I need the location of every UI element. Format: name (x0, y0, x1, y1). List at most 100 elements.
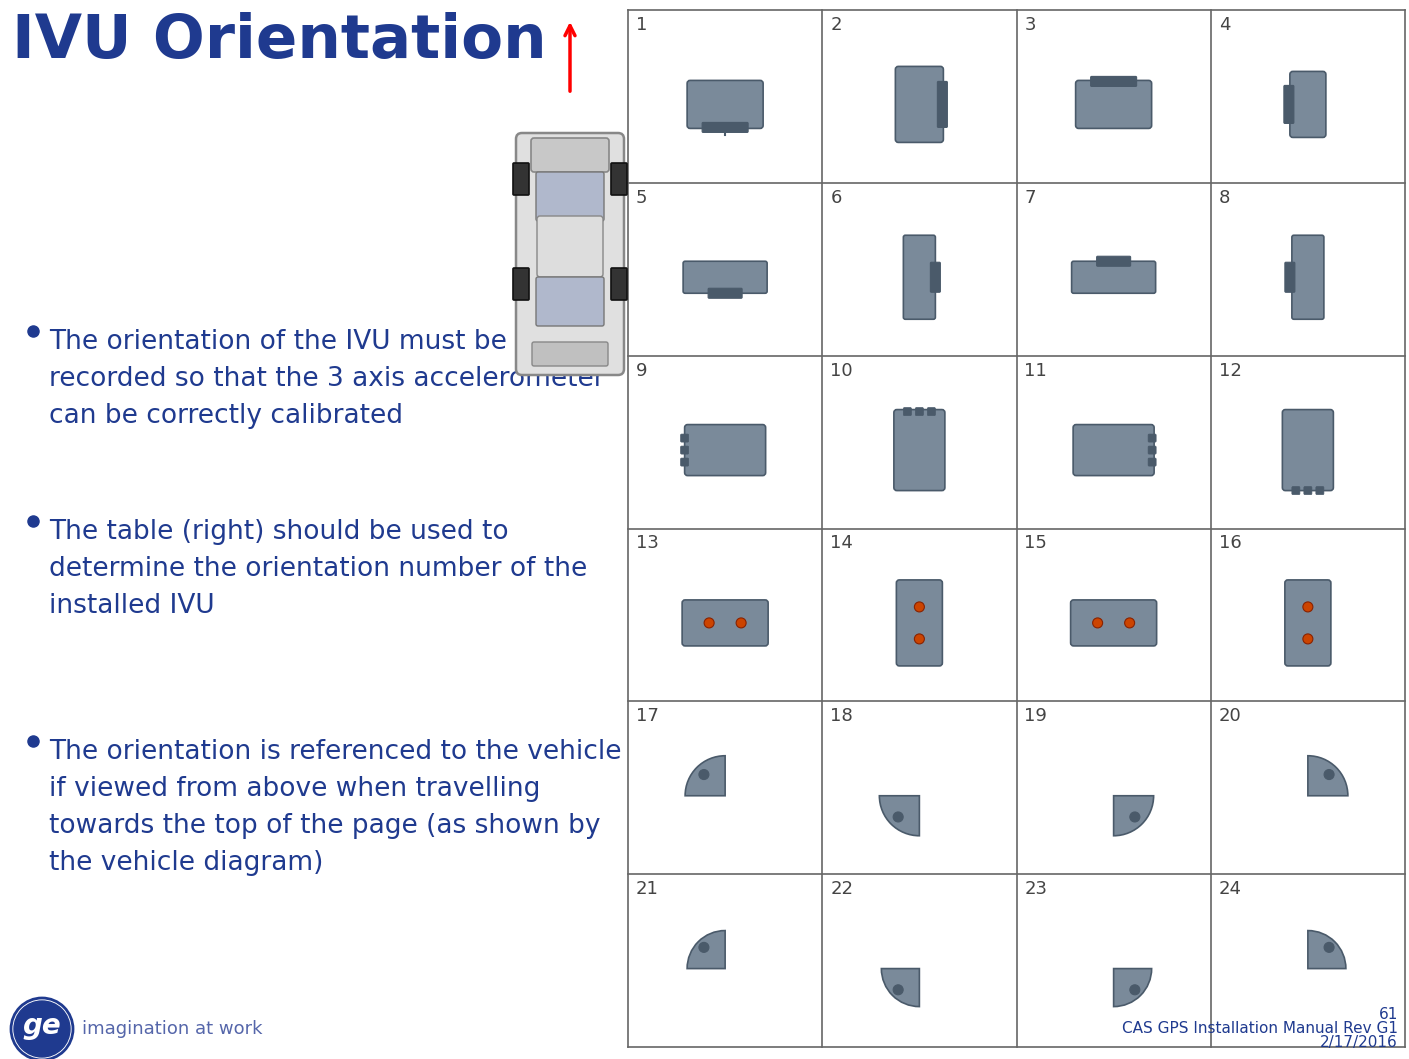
Circle shape (735, 617, 747, 628)
FancyBboxPatch shape (1282, 410, 1333, 490)
Text: 4: 4 (1219, 16, 1230, 34)
FancyBboxPatch shape (531, 138, 609, 172)
FancyBboxPatch shape (513, 163, 528, 195)
FancyBboxPatch shape (513, 268, 528, 300)
FancyBboxPatch shape (535, 172, 604, 221)
Circle shape (699, 943, 709, 952)
Wedge shape (1113, 795, 1154, 836)
Text: 16: 16 (1219, 535, 1241, 553)
Circle shape (914, 634, 924, 644)
Text: The orientation is referenced to the vehicle
if viewed from above when travellin: The orientation is referenced to the veh… (49, 739, 621, 876)
Wedge shape (1308, 931, 1346, 969)
Circle shape (14, 1001, 70, 1057)
Text: CAS GPS Installation Manual Rev G1: CAS GPS Installation Manual Rev G1 (1122, 1021, 1398, 1036)
Wedge shape (685, 756, 726, 795)
Circle shape (1124, 617, 1134, 628)
FancyBboxPatch shape (1285, 263, 1295, 292)
Text: 23: 23 (1024, 880, 1047, 898)
FancyBboxPatch shape (893, 410, 945, 490)
Circle shape (11, 998, 73, 1059)
Text: 2/17/2016: 2/17/2016 (1320, 1035, 1398, 1051)
Text: 3: 3 (1024, 16, 1036, 34)
FancyBboxPatch shape (1148, 434, 1157, 442)
FancyBboxPatch shape (927, 408, 936, 415)
Text: 20: 20 (1219, 707, 1241, 725)
Text: 10: 10 (830, 362, 852, 380)
FancyBboxPatch shape (1284, 86, 1293, 124)
Circle shape (914, 602, 924, 612)
Wedge shape (1113, 969, 1151, 1007)
FancyBboxPatch shape (533, 342, 609, 366)
Text: 13: 13 (635, 535, 659, 553)
Text: 12: 12 (1219, 362, 1241, 380)
Text: 11: 11 (1024, 362, 1047, 380)
FancyBboxPatch shape (681, 434, 689, 442)
FancyBboxPatch shape (1303, 486, 1312, 495)
Circle shape (1130, 985, 1140, 994)
FancyBboxPatch shape (896, 580, 943, 666)
FancyBboxPatch shape (683, 262, 766, 293)
Text: 8: 8 (1219, 189, 1230, 207)
Text: 18: 18 (830, 707, 852, 725)
Text: The table (right) should be used to
determine the orientation number of the
inst: The table (right) should be used to dete… (49, 519, 588, 620)
FancyBboxPatch shape (535, 277, 604, 326)
Text: 21: 21 (635, 880, 659, 898)
FancyBboxPatch shape (937, 82, 947, 127)
Circle shape (1303, 602, 1313, 612)
Circle shape (1324, 770, 1334, 779)
FancyBboxPatch shape (903, 408, 912, 415)
FancyBboxPatch shape (516, 133, 624, 375)
Text: 9: 9 (635, 362, 648, 380)
Wedge shape (882, 969, 920, 1007)
FancyBboxPatch shape (903, 235, 936, 319)
FancyBboxPatch shape (1292, 235, 1324, 319)
FancyBboxPatch shape (682, 599, 768, 646)
Text: imagination at work: imagination at work (82, 1020, 262, 1038)
Text: IVU Orientation: IVU Orientation (13, 12, 547, 71)
FancyBboxPatch shape (688, 80, 764, 128)
Circle shape (704, 617, 714, 628)
Circle shape (893, 812, 903, 822)
FancyBboxPatch shape (930, 263, 940, 292)
FancyBboxPatch shape (612, 268, 627, 300)
FancyBboxPatch shape (1285, 580, 1332, 666)
FancyBboxPatch shape (1316, 486, 1324, 495)
Circle shape (1324, 943, 1334, 952)
Text: 17: 17 (635, 707, 659, 725)
FancyBboxPatch shape (1074, 425, 1154, 475)
FancyBboxPatch shape (1148, 459, 1157, 466)
Text: 1: 1 (635, 16, 647, 34)
FancyBboxPatch shape (1091, 76, 1137, 87)
Circle shape (893, 985, 903, 994)
Text: 6: 6 (830, 189, 841, 207)
Wedge shape (879, 795, 920, 836)
Circle shape (699, 770, 709, 779)
FancyBboxPatch shape (537, 216, 603, 277)
FancyBboxPatch shape (1289, 71, 1326, 138)
Text: ge: ge (23, 1012, 62, 1040)
Text: 5: 5 (635, 189, 648, 207)
Text: 22: 22 (830, 880, 854, 898)
FancyBboxPatch shape (1148, 446, 1157, 454)
FancyBboxPatch shape (1072, 262, 1155, 293)
FancyBboxPatch shape (1292, 486, 1301, 495)
FancyBboxPatch shape (916, 408, 923, 415)
Text: 15: 15 (1024, 535, 1047, 553)
Text: 14: 14 (830, 535, 852, 553)
Text: 19: 19 (1024, 707, 1047, 725)
Text: The orientation of the IVU must be
recorded so that the 3 axis accelerometer
can: The orientation of the IVU must be recor… (49, 329, 604, 429)
Text: 61: 61 (1378, 1007, 1398, 1022)
FancyBboxPatch shape (709, 288, 743, 299)
FancyBboxPatch shape (681, 459, 689, 466)
FancyBboxPatch shape (685, 425, 765, 475)
FancyBboxPatch shape (702, 123, 748, 132)
Text: 7: 7 (1024, 189, 1036, 207)
FancyBboxPatch shape (612, 163, 627, 195)
Circle shape (1092, 617, 1103, 628)
Circle shape (1130, 812, 1140, 822)
FancyBboxPatch shape (1096, 256, 1130, 266)
FancyBboxPatch shape (1071, 599, 1157, 646)
FancyBboxPatch shape (895, 67, 944, 142)
Wedge shape (1308, 756, 1348, 795)
Text: 24: 24 (1219, 880, 1241, 898)
